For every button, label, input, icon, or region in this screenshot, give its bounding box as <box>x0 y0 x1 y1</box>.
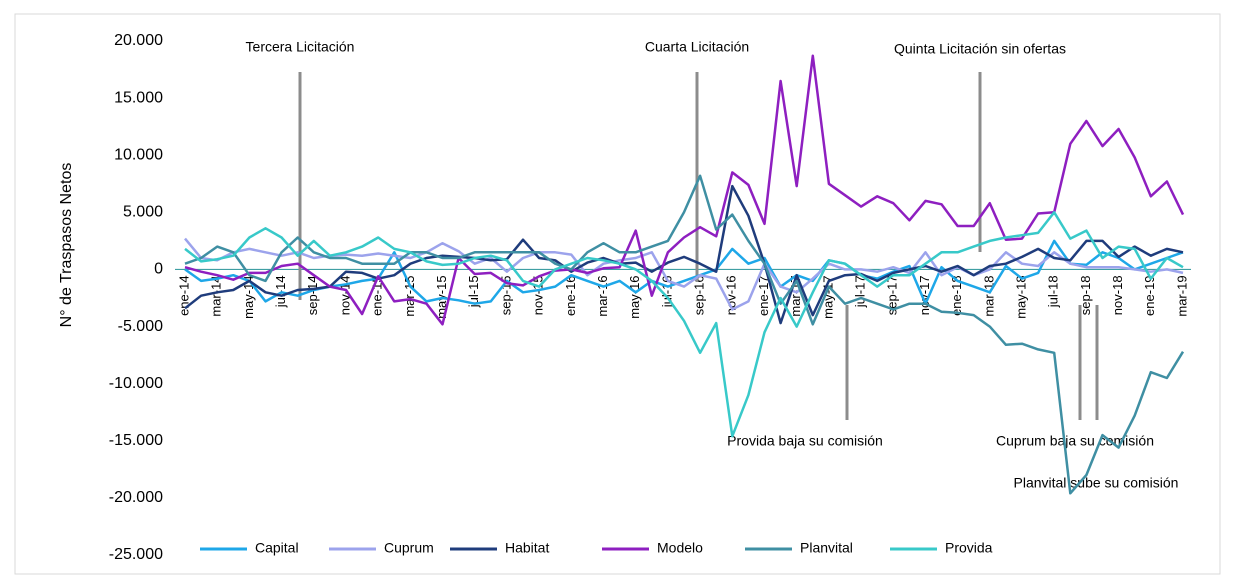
annotation: Provida baja su comisión <box>727 433 883 449</box>
x-tick-label: ene-17 <box>756 275 771 315</box>
annotation: Planvital sube su comisión <box>1014 475 1179 491</box>
x-tick-label: jul-15 <box>466 275 481 308</box>
legend-label: Habitat <box>505 540 549 556</box>
y-tick-label: -5.000 <box>118 318 163 335</box>
annotation: Tercera Licitación <box>246 39 355 55</box>
legend-label: Planvital <box>800 540 853 556</box>
legend-label: Capital <box>255 540 299 556</box>
x-tick-label: mar-16 <box>595 275 610 316</box>
x-tick-label: mar-18 <box>981 275 996 316</box>
x-tick-label: jul-17 <box>853 275 868 308</box>
x-tick-label: ene-18 <box>949 275 964 315</box>
y-tick-label: 20.000 <box>114 32 163 49</box>
y-tick-label: -25.000 <box>109 546 163 563</box>
x-tick-label: nov-18 <box>1110 275 1125 315</box>
y-tick-label: 5.000 <box>123 204 163 221</box>
series-line <box>184 184 1184 325</box>
annotation: Quinta Licitación sin ofertas <box>894 41 1066 57</box>
series-line <box>184 211 1184 438</box>
x-tick-label: sep-16 <box>692 275 707 315</box>
x-tick-label: mar-19 <box>1174 275 1189 316</box>
x-tick-label: sep-17 <box>885 275 900 315</box>
y-tick-label: 15.000 <box>114 89 163 106</box>
x-tick-label: sep-18 <box>1078 275 1093 315</box>
x-tick-label: jul-18 <box>1046 275 1061 308</box>
annotation: Cuarta Licitación <box>645 39 749 55</box>
x-tick-label: may-17 <box>820 275 835 318</box>
y-axis-label: N° de Traspasos Netos <box>58 163 75 328</box>
series-line <box>184 174 1185 495</box>
x-tick-label: mar-15 <box>402 275 417 316</box>
x-tick-label: ene-19 <box>1142 275 1157 315</box>
y-tick-label: -15.000 <box>109 432 163 449</box>
legend-label: Provida <box>945 540 993 556</box>
x-tick-label: may-16 <box>627 275 642 318</box>
series-line <box>184 54 1185 326</box>
x-tick-label: nov-16 <box>724 275 739 315</box>
annotation: Cuprum baja su comisión <box>996 433 1154 449</box>
x-tick-label: ene-16 <box>563 275 578 315</box>
x-tick-label: sep-14 <box>305 275 320 315</box>
x-tick-label: ene-14 <box>176 275 191 315</box>
y-tick-label: 0 <box>154 261 163 278</box>
legend-label: Cuprum <box>384 540 434 556</box>
y-tick-label: -10.000 <box>109 375 163 392</box>
series-line <box>184 239 1184 305</box>
x-tick-label: mar-14 <box>209 275 224 316</box>
x-tick-label: may-18 <box>1013 275 1028 318</box>
legend-label: Modelo <box>657 540 703 556</box>
y-tick-label: -20.000 <box>109 489 163 506</box>
y-tick-label: 10.000 <box>114 146 163 163</box>
chart-frame <box>14 13 1221 575</box>
